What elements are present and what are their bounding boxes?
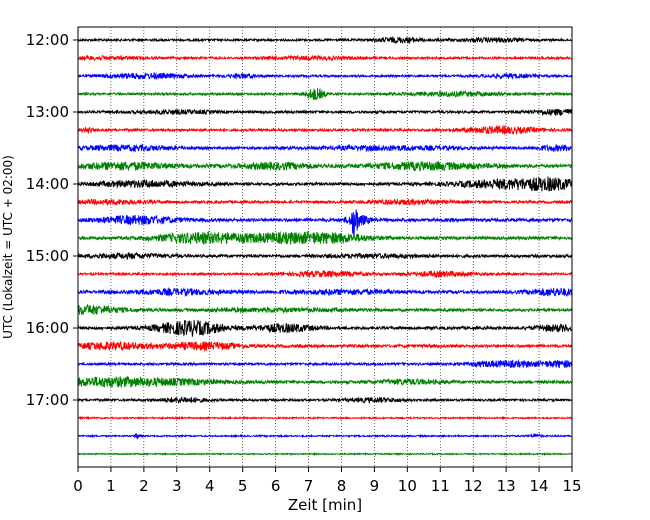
seismic-traces xyxy=(77,36,573,457)
y-axis-label: UTC (Lokalzeit = UTC + 02:00) xyxy=(1,155,15,339)
trace-1530 xyxy=(77,286,573,298)
x-tick-label: 9 xyxy=(370,477,380,495)
y-axis-ticks: 12:00 13:00 14:00 15:00 16:00 17:00 xyxy=(26,31,78,409)
trace-1500 xyxy=(77,251,573,261)
x-tick-label: 13 xyxy=(497,477,516,495)
y-tick-label: 13:00 xyxy=(26,103,69,121)
x-tick-label: 5 xyxy=(238,477,248,495)
x-tick-label: 11 xyxy=(431,477,450,495)
plot-background xyxy=(78,27,572,467)
plot-frame xyxy=(77,26,573,468)
trace-1545 xyxy=(77,303,573,316)
x-tick-label: 12 xyxy=(464,477,483,495)
y-tick-label: 17:00 xyxy=(26,391,69,409)
x-tick-label: 2 xyxy=(139,477,149,495)
trace-1430 xyxy=(77,209,573,238)
x-axis-ticks: 0 1 2 3 4 5 6 7 8 9 10 11 12 13 14 15 xyxy=(73,467,582,495)
trace-1600 xyxy=(77,320,573,338)
trace-1715 xyxy=(77,415,573,421)
y-tick-label: 12:00 xyxy=(26,31,69,49)
x-tick-label: 10 xyxy=(398,477,417,495)
x-tick-label: 1 xyxy=(106,477,116,495)
trace-1200 xyxy=(77,36,573,45)
x-tick-label: 14 xyxy=(530,477,549,495)
trace-1315 xyxy=(77,124,573,136)
y-tick-label: 16:00 xyxy=(26,319,69,337)
x-tick-label: 8 xyxy=(337,477,347,495)
vertical-gridlines xyxy=(110,27,540,467)
trace-1745 xyxy=(77,451,573,457)
x-tick-label: 7 xyxy=(304,477,314,495)
y-tick-label: 14:00 xyxy=(26,175,69,193)
trace-1230 xyxy=(77,71,573,81)
trace-1515 xyxy=(77,269,573,279)
trace-1615 xyxy=(77,340,573,352)
x-tick-label: 15 xyxy=(562,477,581,495)
trace-1215 xyxy=(77,54,573,62)
trace-1345 xyxy=(77,160,573,173)
trace-1245 xyxy=(77,87,573,101)
x-axis-label: Zeit [min] xyxy=(288,496,362,514)
trace-1300 xyxy=(77,108,573,117)
x-tick-label: 6 xyxy=(271,477,281,495)
trace-1400 xyxy=(77,176,573,192)
trace-1730 xyxy=(77,432,573,440)
trace-1630 xyxy=(77,358,573,369)
trace-1445 xyxy=(77,230,573,246)
trace-1415 xyxy=(77,197,573,207)
x-tick-label: 4 xyxy=(205,477,215,495)
trace-1700 xyxy=(77,396,573,405)
trace-1645 xyxy=(77,375,573,389)
trace-1330 xyxy=(77,143,573,153)
x-tick-label: 3 xyxy=(172,477,182,495)
y-tick-label: 15:00 xyxy=(26,247,69,265)
x-tick-label: 0 xyxy=(73,477,83,495)
